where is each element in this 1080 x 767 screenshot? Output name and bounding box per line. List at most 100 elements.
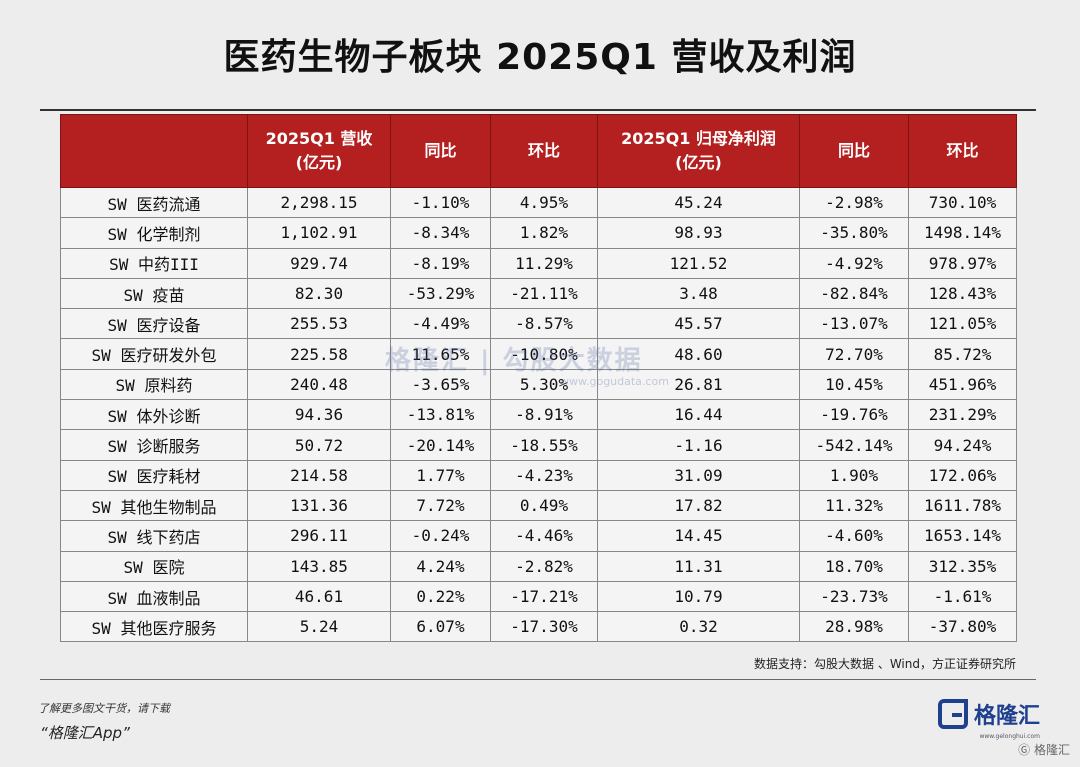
- sector-name-cell: SW 诊断服务: [60, 429, 248, 461]
- value-cell: 730.10%: [908, 186, 1017, 219]
- data-source-note: 数据支持：勾股大数据 、Wind，方正证券研究所: [754, 657, 1016, 671]
- value-cell: 16.44: [597, 399, 800, 431]
- value-cell: 72.70%: [799, 338, 909, 370]
- footer-note: 了解更多图文干货，请下载: [38, 702, 170, 715]
- brand-logo: 格隆汇: [937, 698, 1040, 730]
- value-cell: 1.90%: [799, 459, 909, 491]
- table-row: SW 体外诊断 94.36 -13.81% -8.91% 16.44 -19.76% 231…: [60, 399, 1017, 431]
- value-cell: -17.30%: [490, 611, 598, 643]
- value-cell: 4.24%: [390, 550, 491, 582]
- value-cell: -20.14%: [390, 429, 491, 461]
- value-cell: 214.58: [247, 459, 391, 491]
- sector-name-cell: SW 中药III: [60, 247, 248, 279]
- value-cell: 10.79: [597, 580, 800, 613]
- header-label: 环比: [946, 141, 979, 160]
- header-unit: (亿元): [675, 153, 722, 172]
- value-cell: -542.14%: [799, 429, 909, 461]
- value-cell: 121.05%: [908, 308, 1017, 340]
- header-cell: 环比: [490, 114, 598, 188]
- header-cell: 2025Q1 营收 (亿元): [247, 114, 391, 188]
- value-cell: 0.32: [597, 611, 800, 643]
- value-cell: 11.29%: [490, 247, 598, 279]
- value-cell: 28.98%: [799, 611, 909, 643]
- value-cell: -21.11%: [490, 277, 598, 310]
- value-cell: -0.24%: [390, 520, 491, 552]
- value-cell: 978.97%: [908, 247, 1017, 279]
- value-cell: 3.48: [597, 277, 800, 310]
- value-cell: -1.10%: [390, 186, 491, 219]
- value-cell: -8.57%: [490, 308, 598, 340]
- sector-name-cell: SW 化学制剂: [60, 217, 248, 249]
- value-cell: 225.58: [247, 338, 391, 370]
- value-cell: 18.70%: [799, 550, 909, 582]
- value-cell: -37.80%: [908, 611, 1017, 643]
- table-row: SW 其他生物制品 131.36 7.72% 0.49% 17.82 11.32% 1611…: [60, 489, 1017, 522]
- value-cell: 11.31: [597, 550, 800, 582]
- value-cell: 5.24: [247, 611, 391, 643]
- table-row: SW 医院 143.85 4.24% -2.82% 11.31 18.70% 312.35%: [60, 550, 1017, 582]
- sector-name-cell: SW 医药流通: [60, 186, 248, 219]
- sector-name-cell: SW 医院: [60, 550, 248, 582]
- value-cell: -4.46%: [490, 520, 598, 552]
- value-cell: 4.95%: [490, 186, 598, 219]
- table-row: SW 医疗耗材 214.58 1.77% -4.23% 31.09 1.90% 172.06…: [60, 459, 1017, 491]
- sector-name-cell: SW 血液制品: [60, 580, 248, 613]
- value-cell: 231.29%: [908, 399, 1017, 431]
- value-cell: -35.80%: [799, 217, 909, 249]
- value-cell: 929.74: [247, 247, 391, 279]
- value-cell: 0.49%: [490, 489, 598, 522]
- top-divider: [40, 109, 1036, 111]
- value-cell: -2.82%: [490, 550, 598, 582]
- watermark-url: www.gogudata.com: [560, 375, 669, 388]
- header-label: 同比: [424, 141, 457, 160]
- value-cell: 17.82: [597, 489, 800, 522]
- value-cell: 31.09: [597, 459, 800, 491]
- value-cell: 94.36: [247, 399, 391, 431]
- table-row: SW 化学制剂 1,102.91 -8.34% 1.82% 98.93 -35.80% 14…: [60, 217, 1017, 249]
- value-cell: -19.76%: [799, 399, 909, 431]
- value-cell: 143.85: [247, 550, 391, 582]
- sector-name-cell: SW 体外诊断: [60, 399, 248, 431]
- value-cell: -4.92%: [799, 247, 909, 279]
- value-cell: -4.23%: [490, 459, 598, 491]
- logo-name: 格隆汇: [973, 704, 1040, 729]
- sector-name-cell: SW 其他医疗服务: [60, 611, 248, 643]
- header-unit: (亿元): [295, 153, 343, 172]
- table-row: SW 其他医疗服务 5.24 6.07% -17.30% 0.32 28.98% -37.8…: [60, 611, 1017, 643]
- table-row: SW 医疗设备 255.53 -4.49% -8.57% 45.57 -13.07% 121…: [60, 308, 1017, 340]
- table-row: SW 诊断服务 50.72 -20.14% -18.55% -1.16 -542.14% 9…: [60, 429, 1017, 461]
- value-cell: 82.30: [247, 277, 391, 310]
- value-cell: 5.30%: [490, 368, 598, 401]
- sector-name-cell: SW 疫苗: [60, 277, 248, 310]
- table-row: SW 医药流通 2,298.15 -1.10% 4.95% 45.24 -2.98% 730…: [60, 186, 1017, 219]
- value-cell: 2,298.15: [247, 186, 391, 219]
- value-cell: -8.34%: [390, 217, 491, 249]
- value-cell: 11.32%: [799, 489, 909, 522]
- value-cell: 1.77%: [390, 459, 491, 491]
- value-cell: 0.22%: [390, 580, 491, 613]
- sector-name-cell: SW 线下药店: [60, 520, 248, 552]
- value-cell: 6.07%: [390, 611, 491, 643]
- sector-name-cell: SW 原料药: [60, 368, 248, 401]
- logo-url: www.gelonghui.com: [979, 733, 1040, 740]
- value-cell: -1.61%: [908, 580, 1017, 613]
- sector-name-cell: SW 其他生物制品: [60, 489, 248, 522]
- table-row: SW 中药III 929.74 -8.19% 11.29% 121.52 -4.92% 97…: [60, 247, 1017, 279]
- value-cell: -13.81%: [390, 399, 491, 431]
- value-cell: 50.72: [247, 429, 391, 461]
- value-cell: -3.65%: [390, 368, 491, 401]
- value-cell: 98.93: [597, 217, 800, 249]
- value-cell: 1.82%: [490, 217, 598, 249]
- value-cell: -17.21%: [490, 580, 598, 613]
- value-cell: 121.52: [597, 247, 800, 279]
- value-cell: 172.06%: [908, 459, 1017, 491]
- value-cell: 312.35%: [908, 550, 1017, 582]
- table-row: SW 血液制品 46.61 0.22% -17.21% 10.79 -23.73% -1.6…: [60, 580, 1017, 613]
- header-cell: 同比: [390, 114, 491, 188]
- value-cell: -18.55%: [490, 429, 598, 461]
- value-cell: 85.72%: [908, 338, 1017, 370]
- footer-app-name: “格隆汇App”: [40, 724, 130, 742]
- value-cell: 45.24: [597, 186, 800, 219]
- sector-name-cell: SW 医疗耗材: [60, 459, 248, 491]
- value-cell: -8.19%: [390, 247, 491, 279]
